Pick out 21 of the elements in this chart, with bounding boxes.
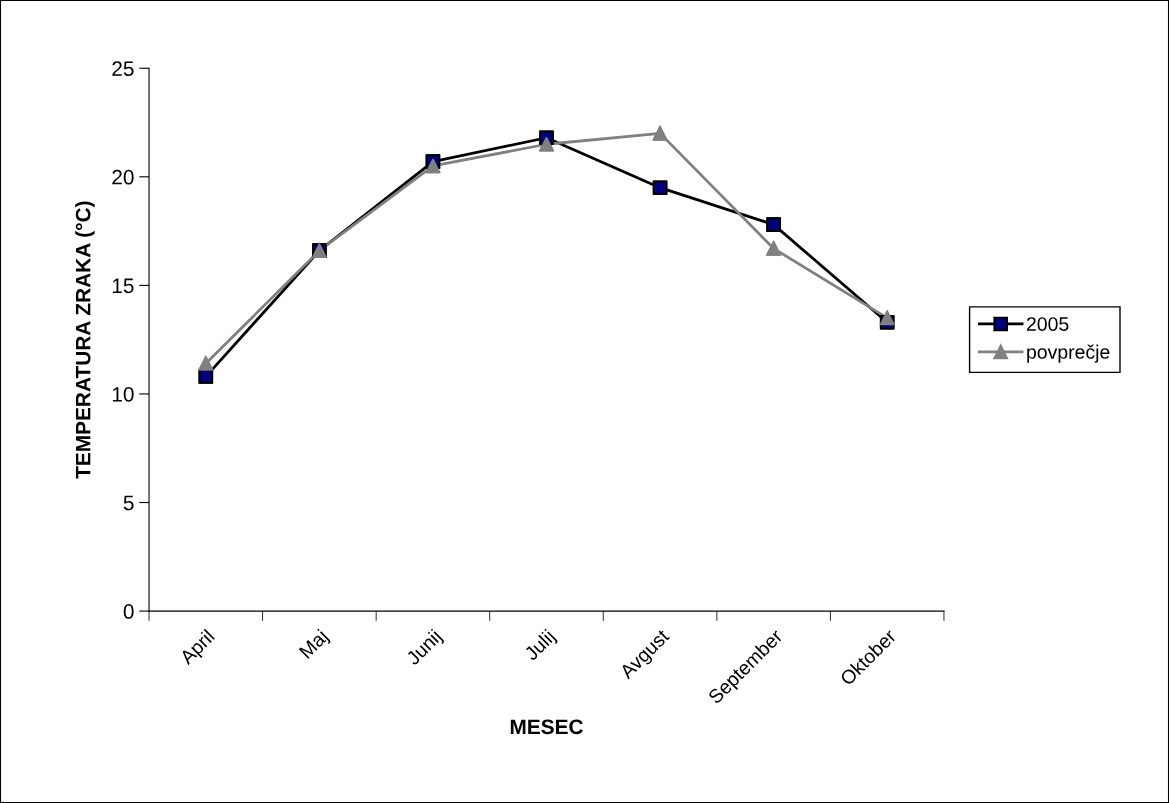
legend-label: 2005 — [1026, 317, 1069, 331]
point — [766, 217, 781, 232]
point — [879, 310, 895, 326]
y-axis-title: TEMPERATURA ZRAKA (°C) — [75, 201, 95, 479]
point — [539, 136, 554, 152]
y-tick-label: 10 — [112, 386, 134, 402]
point — [766, 241, 781, 256]
point — [198, 369, 214, 384]
point — [652, 126, 668, 141]
point — [198, 356, 214, 371]
y-tick-label: 5 — [123, 495, 134, 511]
point — [652, 180, 668, 195]
x-tick-label: Julij — [523, 628, 559, 665]
legend-label: povprečje — [1027, 344, 1110, 363]
y-tick-label: 25 — [112, 61, 134, 77]
x-tick-label: Maj — [298, 628, 332, 662]
y-tick-label: 20 — [112, 169, 134, 185]
x-axis-title: MESEC — [510, 719, 583, 735]
y-tick-label: 15 — [112, 278, 134, 294]
y-tick-label: 0 — [123, 604, 134, 619]
point — [425, 158, 441, 174]
